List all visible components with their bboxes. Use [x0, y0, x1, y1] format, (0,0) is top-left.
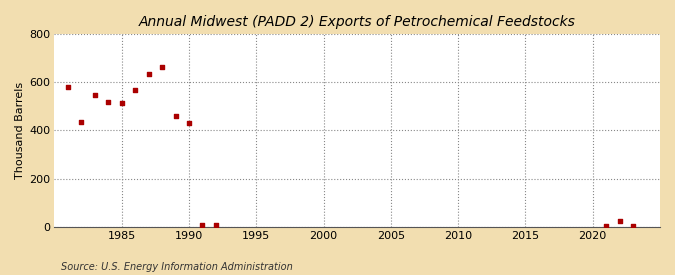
Point — [601, 224, 612, 228]
Point — [130, 87, 140, 92]
Point — [116, 101, 127, 105]
Point — [170, 114, 181, 118]
Point — [76, 120, 87, 124]
Point — [143, 72, 154, 76]
Point — [197, 222, 208, 227]
Point — [628, 223, 639, 228]
Point — [63, 84, 74, 89]
Point — [211, 223, 221, 228]
Text: Source: U.S. Energy Information Administration: Source: U.S. Energy Information Administ… — [61, 262, 292, 272]
Point — [184, 121, 194, 125]
Point — [614, 219, 625, 224]
Title: Annual Midwest (PADD 2) Exports of Petrochemical Feedstocks: Annual Midwest (PADD 2) Exports of Petro… — [139, 15, 576, 29]
Y-axis label: Thousand Barrels: Thousand Barrels — [15, 82, 25, 179]
Point — [103, 100, 113, 104]
Point — [89, 93, 100, 97]
Point — [157, 65, 167, 69]
